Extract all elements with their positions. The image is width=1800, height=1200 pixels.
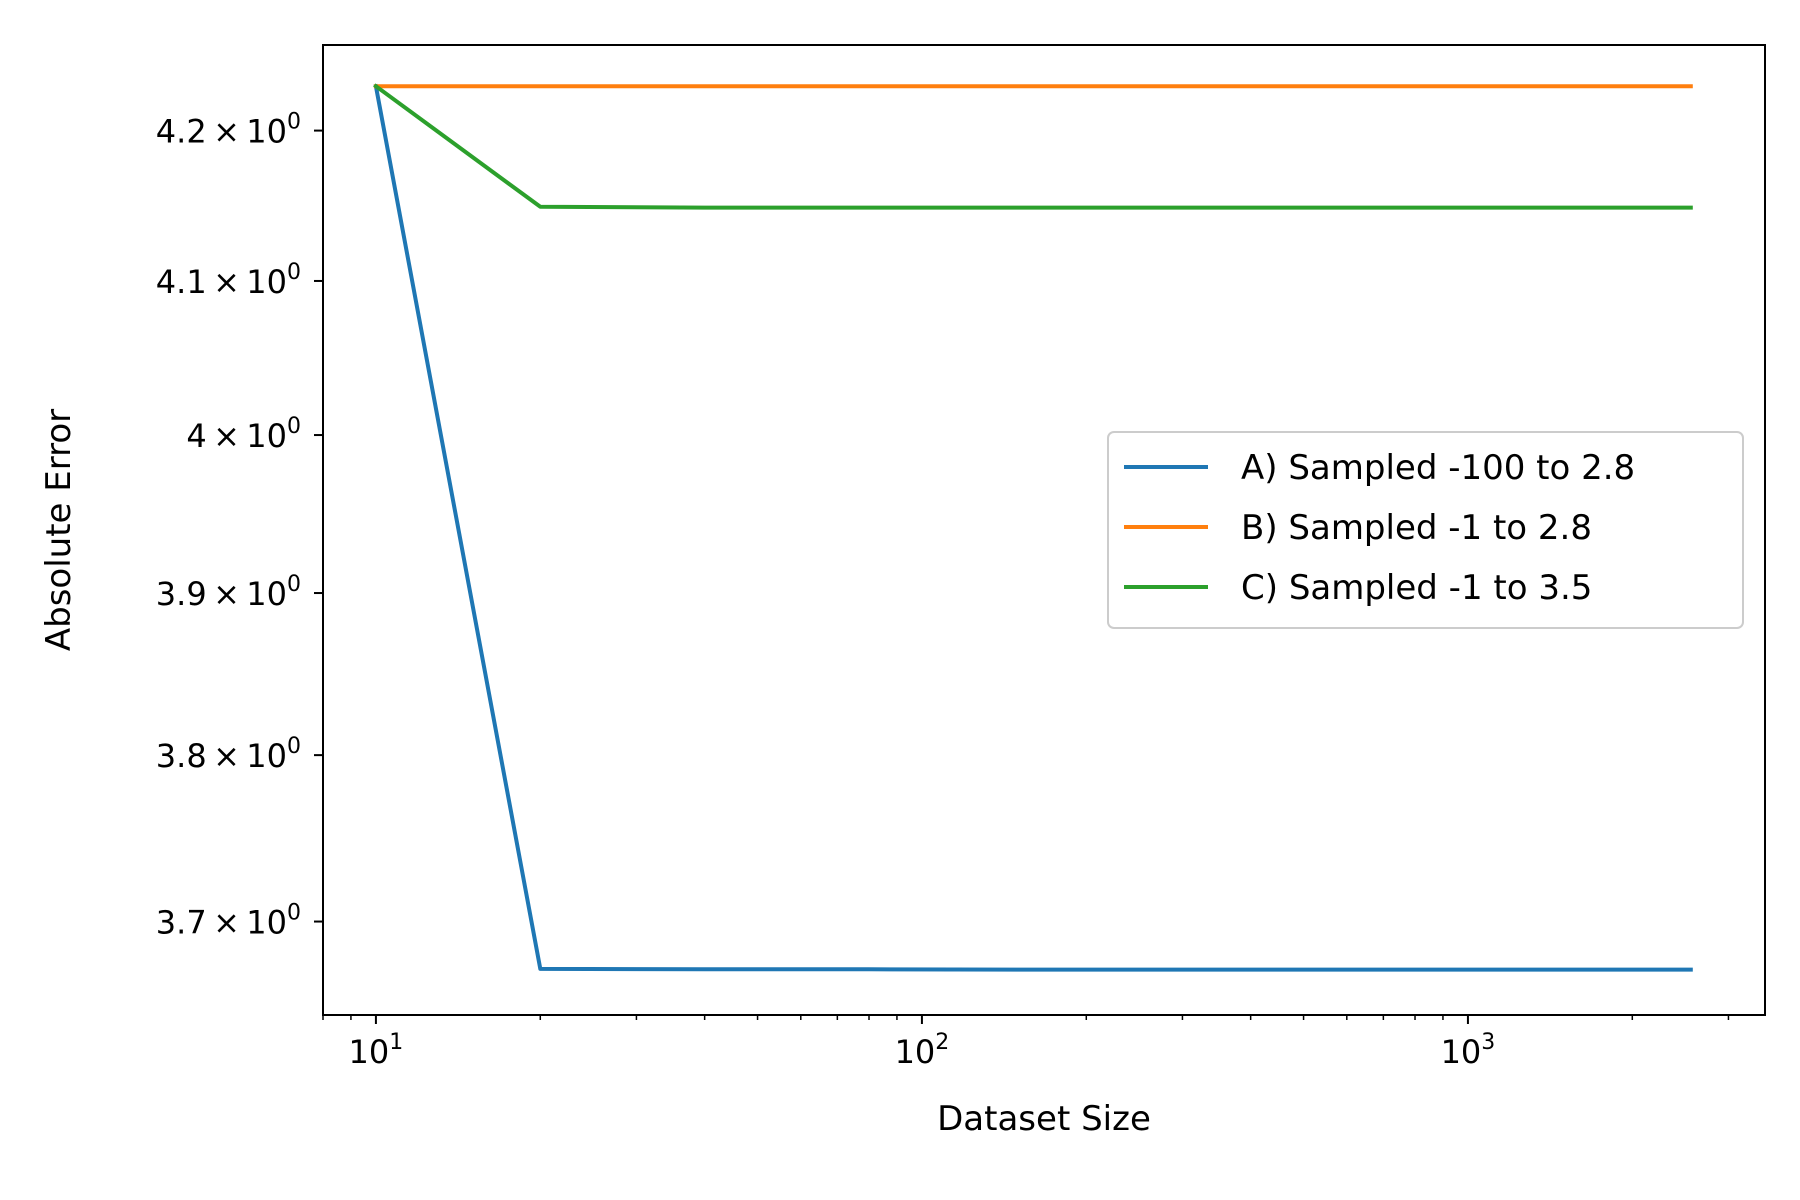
y-tick-label: 4.1 × 100 <box>156 260 301 301</box>
y-tick-label: 4.2 × 100 <box>156 110 301 151</box>
plot-frame <box>322 44 1766 1016</box>
series-line-1 <box>373 83 1693 972</box>
series-line-3 <box>373 83 1693 210</box>
y-tick-label: 3.9 × 100 <box>156 572 301 613</box>
x-axis-title: Dataset Size <box>937 1099 1151 1139</box>
series-layer <box>373 83 1693 972</box>
y-axis: 3.7 × 100 3.8 × 100 3.9 × 100 4 × 100 4.1 × … <box>156 110 323 942</box>
x-tick-label: 101 <box>349 1030 404 1071</box>
legend-label-1: A) Sampled -100 to 2.8 <box>1241 448 1635 488</box>
y-tick-label: 4 × 100 <box>186 414 301 455</box>
y-tick-label: 3.7 × 100 <box>156 901 301 942</box>
legend: A) Sampled -100 to 2.8 B) Sampled -1 to 2… <box>1107 431 1744 629</box>
y-tick-label: 3.8 × 100 <box>156 734 301 775</box>
legend-label-3: C) Sampled -1 to 3.5 <box>1241 568 1592 608</box>
legend-box <box>1107 431 1744 629</box>
x-tick-label: 103 <box>1441 1030 1496 1071</box>
y-axis-title: Absolute Error <box>39 409 79 651</box>
x-axis: 101 102 103 <box>322 1015 1730 1071</box>
legend-label-2: B) Sampled -1 to 2.8 <box>1241 508 1592 548</box>
x-tick-label: 102 <box>895 1030 950 1071</box>
